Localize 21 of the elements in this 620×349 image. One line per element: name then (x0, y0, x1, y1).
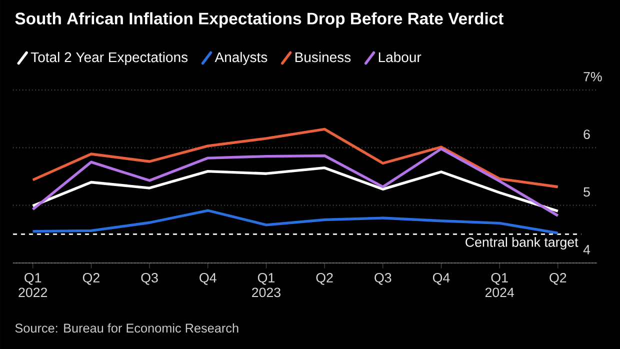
x-tick-label: Q2 (82, 273, 100, 285)
x-tick-label: Q1 2023 (252, 273, 280, 298)
x-tick-label: Q4 (432, 273, 450, 285)
source-note: Source: Bureau for Economic Research (15, 323, 238, 333)
x-tick-label: Q2 (316, 273, 333, 285)
y-tick-label: 5 (584, 187, 590, 197)
legend-label: Business (295, 52, 351, 62)
ref-line-label: Central bank target (466, 237, 578, 250)
legend-label: Labour (378, 52, 422, 62)
y-tick-label: 7% (584, 72, 602, 82)
y-tick-label: 6 (584, 130, 590, 140)
y-tick-label: 4 (583, 245, 590, 254)
x-tick-label: Q1 2024 (485, 273, 514, 298)
x-tick-label: Q3 (374, 273, 392, 285)
legend-label: Analysts (214, 52, 268, 65)
chart-title: South African Inflation Expectations Drop Before Rate Verdict (15, 12, 504, 28)
x-tick-label: Q2 (550, 273, 566, 285)
x-tick-label: Q3 (141, 273, 158, 285)
x-tick-label: Q4 (200, 273, 216, 285)
legend-label: Total 2 Year Expectations (30, 52, 188, 65)
x-tick-label: Q1 2022 (18, 273, 48, 298)
